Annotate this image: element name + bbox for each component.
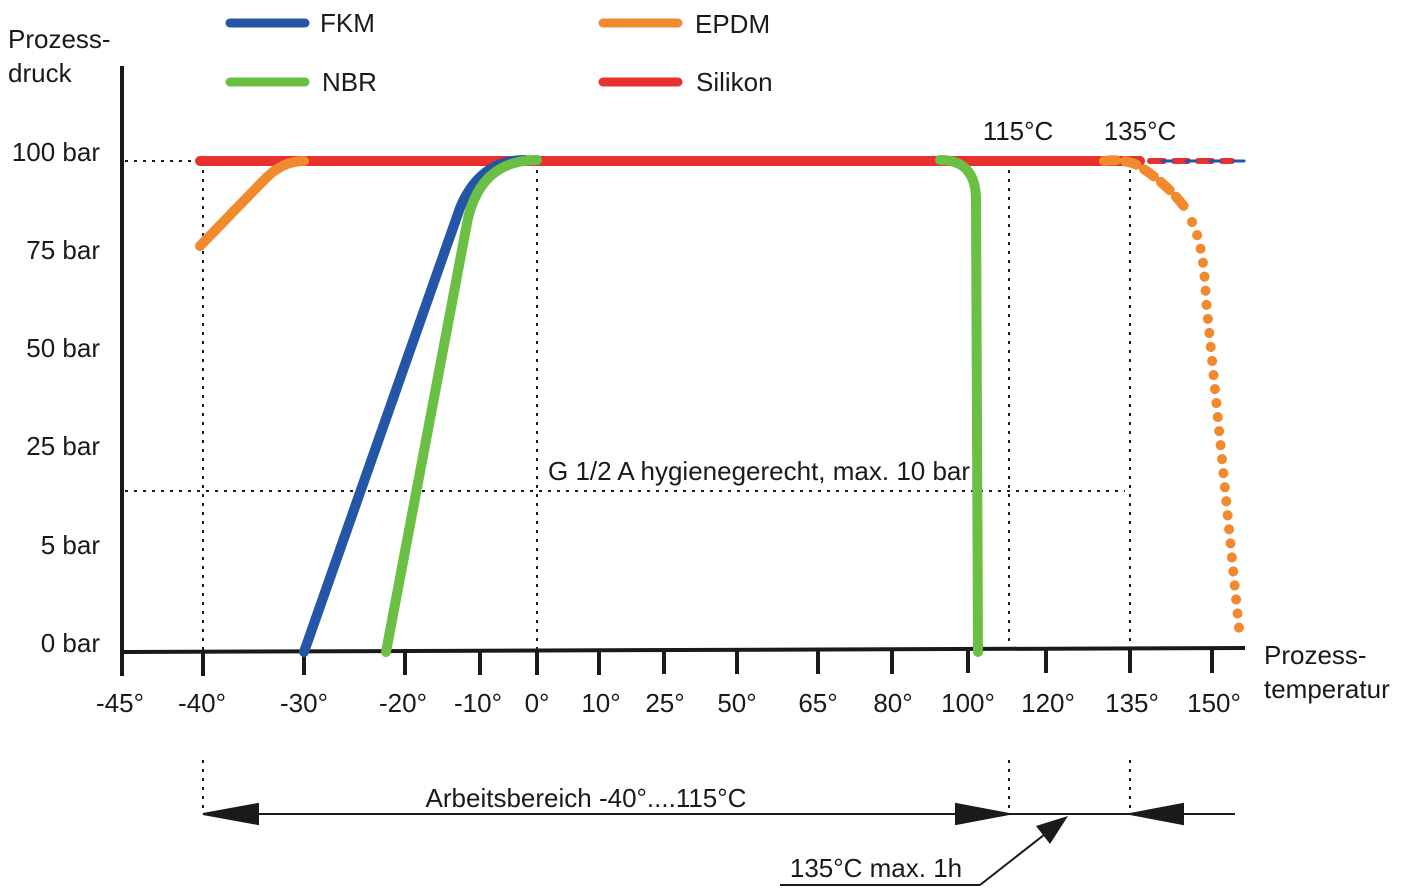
callout-arrowhead: [1036, 816, 1068, 844]
x-tick-label-10: 10°: [581, 688, 620, 718]
legend-label-fkm: FKM: [320, 8, 375, 38]
legend: FKM NBR EPDM Silikon: [225, 8, 773, 97]
x-tick-label-135: 135°: [1105, 688, 1159, 718]
y-tick-label-100: 100 bar: [12, 137, 101, 167]
y-axis-title-line1: Prozess-: [8, 24, 111, 54]
annotation-working-range: Arbeitsbereich -40°....115°C: [426, 783, 747, 813]
annotation-hygiene-limit: G 1/2 A hygienegerecht, max. 10 bar: [548, 456, 970, 486]
x-tick-label-120: 120°: [1021, 688, 1075, 718]
legend-label-epdm: EPDM: [695, 9, 770, 39]
legend-label-silikon: Silikon: [696, 67, 773, 97]
arrowhead-right-115: [955, 802, 1010, 826]
y-tick-label-5: 5 bar: [41, 530, 101, 560]
x-axis-title-line2: temperatur: [1264, 674, 1390, 704]
x-tick-label-minus10: -10°: [454, 688, 502, 718]
series-line-nbr-right: [935, 155, 983, 657]
arrowhead-left: [202, 802, 259, 826]
working-range-arrow: [202, 802, 1235, 826]
x-tick-label-minus45: -45°: [96, 688, 144, 718]
y-tick-labels: 0 bar 5 bar 25 bar 50 bar 75 bar 100 bar: [12, 137, 101, 658]
x-tick-label-100: 100°: [941, 688, 995, 718]
series-line-fkm: [299, 155, 530, 657]
y-tick-label-75: 75 bar: [26, 235, 100, 265]
y-tick-label-25: 25 bar: [26, 431, 100, 461]
x-axis: [119, 646, 1246, 654]
x-tick-label-minus40: -40°: [178, 688, 226, 718]
series-line-nbr: [381, 155, 542, 657]
x-tick-label-25: 25°: [645, 688, 684, 718]
series-line-epdm-tail-dashed: [1099, 155, 1193, 217]
x-tick-label-50: 50°: [717, 688, 756, 718]
annotation-115c: 115°C: [983, 116, 1054, 146]
x-tick-label-80: 80°: [873, 688, 912, 718]
y-tick-label-50: 50 bar: [26, 333, 100, 363]
annotation-135c: 135°C: [1104, 116, 1177, 146]
x-tick-labels: -45° -40° -30° -20° -10° 0° 10° 25° 50° …: [96, 688, 1241, 718]
y-tick-label-0: 0 bar: [41, 628, 101, 658]
series-curves: [195, 155, 1252, 657]
legend-label-nbr: NBR: [322, 67, 377, 97]
x-axis-title-line1: Prozess-: [1264, 640, 1367, 670]
x-tick-label-minus20: -20°: [379, 688, 427, 718]
peak-callout: 135°C max. 1h: [780, 816, 1068, 886]
x-tick-label-minus30: -30°: [280, 688, 328, 718]
x-tick-label-0: 0°: [525, 688, 550, 718]
x-tick-label-65: 65°: [798, 688, 837, 718]
arrowhead-left-135: [1129, 802, 1184, 826]
series-line-epdm: [195, 156, 309, 251]
x-tick-label-150: 150°: [1187, 688, 1241, 718]
annotation-135c-max-1h: 135°C max. 1h: [790, 853, 962, 883]
series-line-epdm-tail-dotted: [1187, 217, 1245, 643]
y-axis-title-line2: druck: [8, 58, 73, 88]
